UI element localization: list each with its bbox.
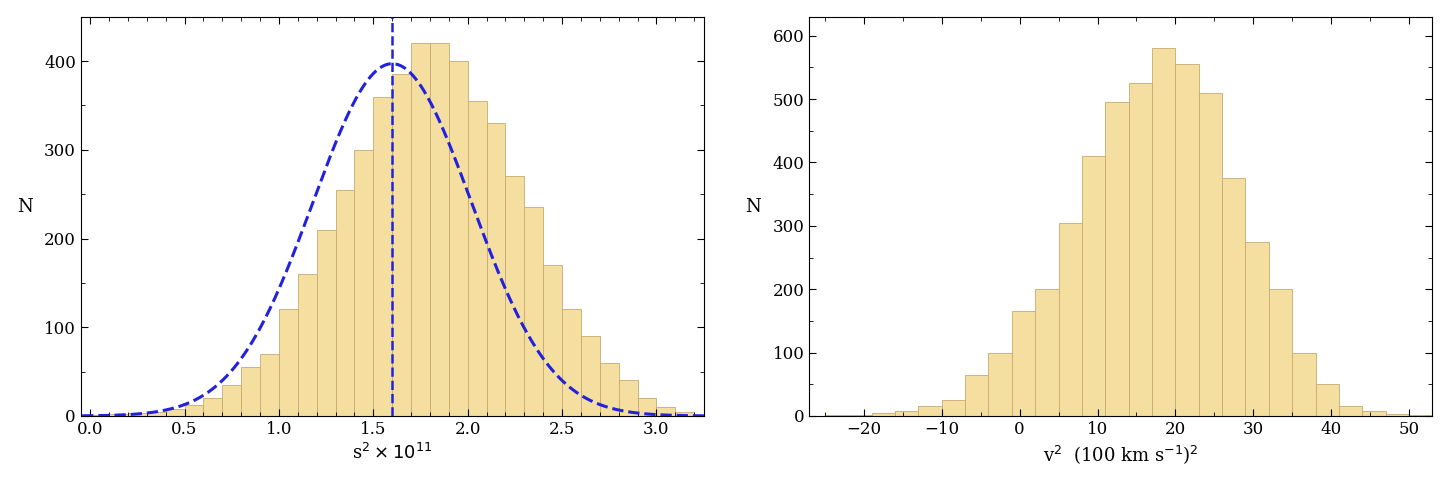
Bar xyxy=(848,415,872,416)
Bar xyxy=(543,265,562,416)
Bar xyxy=(412,43,430,416)
Bar xyxy=(1385,414,1408,416)
Bar xyxy=(109,414,128,416)
Bar xyxy=(336,190,355,416)
Bar xyxy=(146,412,165,416)
Y-axis label: N: N xyxy=(745,199,761,216)
Bar xyxy=(619,381,638,416)
Bar xyxy=(222,385,241,416)
Bar xyxy=(355,150,374,416)
Bar xyxy=(1339,407,1362,416)
Bar xyxy=(562,310,581,416)
Bar xyxy=(468,101,487,416)
Bar xyxy=(581,336,600,416)
Bar xyxy=(656,407,675,416)
Bar xyxy=(1011,312,1035,416)
Bar xyxy=(965,375,988,416)
X-axis label: v$^2$  (100 km s$^{-1}$)$^2$: v$^2$ (100 km s$^{-1}$)$^2$ xyxy=(1043,443,1198,466)
Bar xyxy=(942,400,965,416)
Bar xyxy=(1082,156,1106,416)
Bar xyxy=(241,367,259,416)
Bar xyxy=(1269,289,1293,416)
Bar xyxy=(487,123,506,416)
Bar xyxy=(506,176,525,416)
Bar xyxy=(1059,223,1082,416)
Bar xyxy=(1362,411,1385,416)
Bar xyxy=(1316,384,1339,416)
Bar xyxy=(298,274,317,416)
Bar xyxy=(317,229,336,416)
Bar xyxy=(1246,242,1269,416)
Bar xyxy=(393,74,412,416)
Bar xyxy=(1293,353,1316,416)
Bar xyxy=(165,409,184,416)
Bar xyxy=(1152,48,1175,416)
Bar xyxy=(259,354,278,416)
Y-axis label: N: N xyxy=(17,199,32,216)
Bar xyxy=(449,61,468,416)
Bar xyxy=(1198,93,1222,416)
Bar xyxy=(1408,415,1432,416)
Bar xyxy=(919,407,942,416)
Bar xyxy=(824,415,848,416)
Bar xyxy=(128,413,146,416)
Bar xyxy=(525,207,543,416)
Bar xyxy=(90,415,109,416)
Bar xyxy=(1035,289,1059,416)
Bar xyxy=(1106,102,1129,416)
Bar xyxy=(430,43,449,416)
Bar xyxy=(675,412,694,416)
Bar xyxy=(1175,64,1198,416)
Bar xyxy=(203,398,222,416)
Bar xyxy=(1129,83,1152,416)
Bar xyxy=(184,405,203,416)
X-axis label: s$^2\times10^{11}$: s$^2\times10^{11}$ xyxy=(352,443,432,464)
Bar xyxy=(872,413,895,416)
Bar xyxy=(278,310,298,416)
Bar xyxy=(638,398,656,416)
Bar xyxy=(600,363,619,416)
Bar xyxy=(895,411,919,416)
Bar xyxy=(1222,178,1246,416)
Bar xyxy=(374,97,393,416)
Bar xyxy=(988,353,1011,416)
